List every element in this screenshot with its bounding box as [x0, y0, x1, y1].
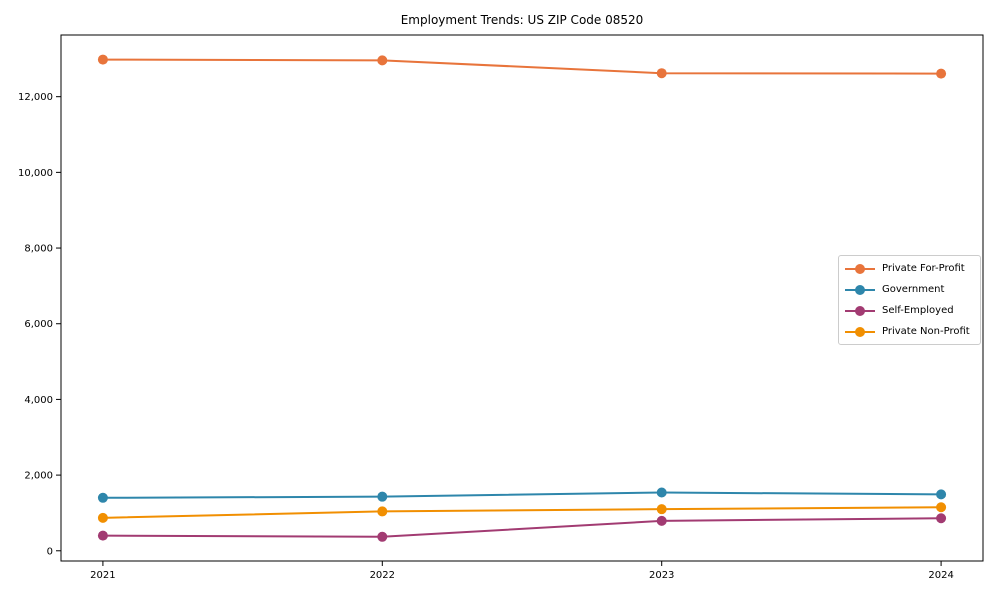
y-tick-label: 10,000 — [18, 168, 53, 179]
data-point — [936, 489, 947, 500]
y-tick-label: 12,000 — [18, 92, 53, 103]
legend-label: Government — [882, 284, 945, 295]
series-line — [102, 58, 942, 75]
data-point — [936, 502, 947, 513]
series-line — [102, 517, 942, 538]
x-tick-label: 2024 — [928, 570, 953, 581]
data-point — [97, 512, 108, 523]
data-point — [377, 531, 388, 542]
legend-marker-icon — [845, 326, 875, 337]
y-tick-label: 4,000 — [24, 395, 53, 406]
y-tick-label: 0 — [47, 546, 53, 557]
legend-label: Private Non-Profit — [882, 326, 970, 337]
legend-item: Self-Employed — [845, 300, 974, 321]
legend-label: Private For-Profit — [882, 263, 965, 274]
data-point — [936, 513, 947, 524]
y-tick-label: 6,000 — [24, 319, 53, 330]
axes-spines — [60, 34, 984, 562]
data-point — [656, 504, 667, 515]
chart-title: Employment Trends: US ZIP Code 08520 — [400, 13, 644, 27]
data-point — [377, 55, 388, 66]
data-point — [656, 487, 667, 498]
legend-item: Government — [845, 279, 974, 300]
data-point — [936, 68, 947, 79]
data-point — [377, 491, 388, 502]
data-point — [97, 492, 108, 503]
data-point — [656, 515, 667, 526]
data-point — [377, 506, 388, 517]
x-tick-label: 2022 — [370, 570, 395, 581]
legend-label: Self-Employed — [882, 305, 954, 316]
legend-item: Private For-Profit — [845, 258, 974, 279]
x-tick-label: 2023 — [649, 570, 674, 581]
y-tick-label: 8,000 — [24, 244, 53, 255]
legend: Private For-Profit Government Self-Emplo… — [838, 255, 981, 345]
legend-marker-icon — [845, 305, 875, 316]
series-line — [102, 491, 942, 499]
legend-marker-icon — [845, 284, 875, 295]
data-point — [656, 68, 667, 79]
data-point — [97, 530, 108, 541]
x-tick-label: 2021 — [90, 570, 115, 581]
legend-item: Private Non-Profit — [845, 321, 974, 342]
series-line — [102, 506, 942, 519]
y-tick-label: 2,000 — [24, 471, 53, 482]
legend-marker-icon — [845, 263, 875, 274]
data-point — [97, 54, 108, 65]
